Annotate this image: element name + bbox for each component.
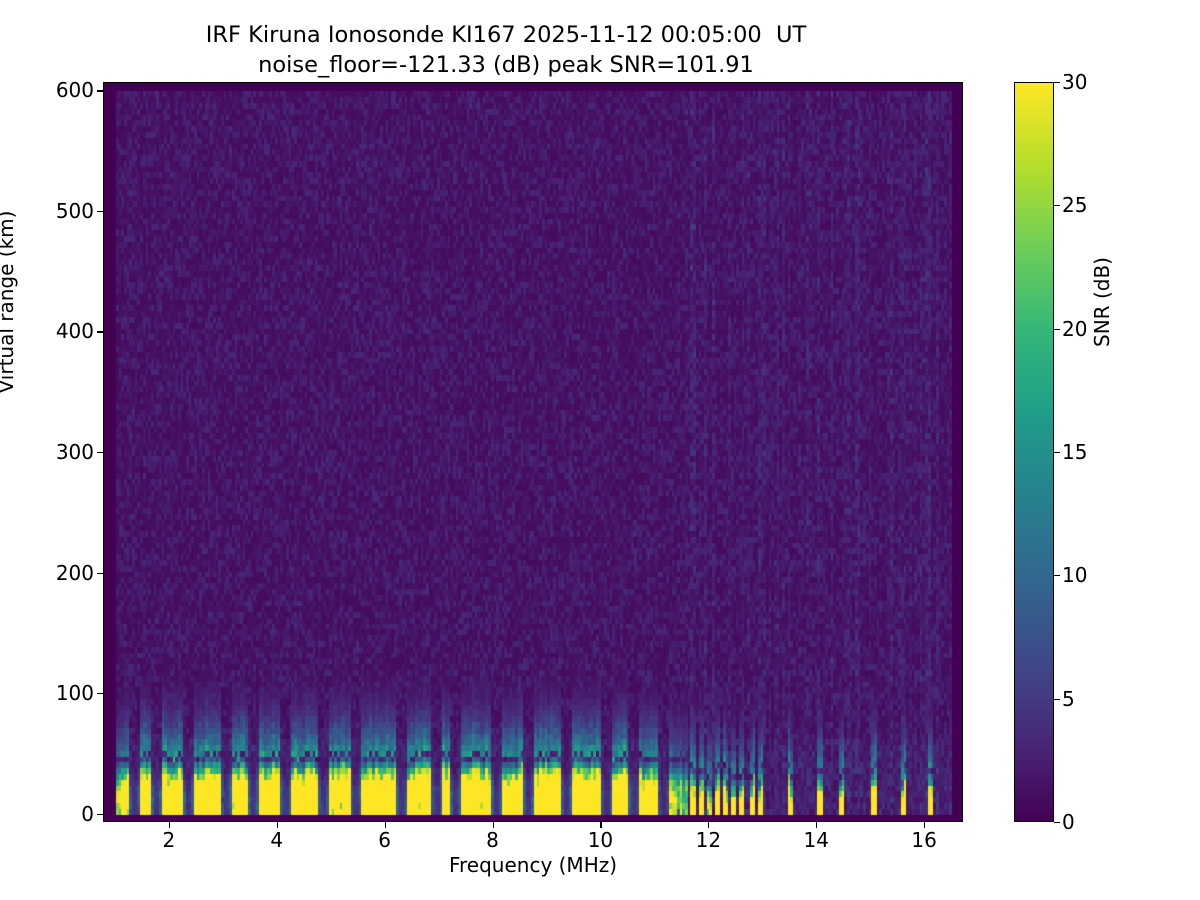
chart-title: IRF Kiruna Ionosonde KI167 2025-11-12 00…: [205, 22, 807, 48]
x-axis-tick-mark: [816, 822, 818, 828]
colorbar-gradient: [1015, 83, 1053, 821]
colorbar-tick-label: 10: [1062, 563, 1088, 588]
x-axis-tick-label: 16: [911, 828, 937, 852]
x-axis-tick-label: 10: [587, 828, 614, 852]
x-axis-tick-mark: [384, 822, 386, 828]
y-axis-tick-label: 100: [55, 681, 94, 706]
colorbar-tick-mark: [1054, 82, 1060, 84]
x-axis-tick-mark: [708, 822, 710, 828]
y-axis-tick-mark: [97, 90, 103, 92]
colorbar[interactable]: [1014, 82, 1054, 822]
x-axis-tick-mark: [924, 822, 926, 828]
chart-title-block: IRF Kiruna Ionosonde KI167 2025-11-12 00…: [0, 20, 1012, 80]
plot-area[interactable]: [103, 82, 963, 822]
y-axis-tick-mark: [97, 693, 103, 695]
colorbar-tick-mark: [1054, 822, 1060, 824]
colorbar-tick-mark: [1054, 205, 1060, 207]
x-axis-tick-mark: [492, 822, 494, 828]
colorbar-tick-label: 30: [1062, 70, 1088, 94]
y-axis-tick-mark: [97, 452, 103, 454]
y-axis-tick-label: 200: [55, 560, 94, 585]
x-axis-tick-label: 8: [486, 828, 499, 852]
y-axis-tick-label: 600: [55, 78, 94, 103]
y-axis-tick-label: 300: [55, 440, 94, 464]
y-axis-tick-mark: [97, 210, 103, 213]
colorbar-tick-mark: [1054, 328, 1060, 330]
colorbar-tick-label: 0: [1062, 810, 1075, 834]
y-axis-tick-mark: [97, 572, 103, 574]
x-axis-tick-label: 2: [162, 828, 176, 852]
y-axis-tick-label: 400: [55, 319, 94, 344]
ionogram-heatmap: [104, 83, 962, 821]
x-axis-tick-label: 12: [695, 828, 722, 852]
x-axis-tick-mark: [168, 822, 170, 828]
x-axis-tick-label: 4: [270, 828, 284, 852]
chart-subtitle: noise_floor=-121.33 (dB) peak SNR=101.91: [258, 52, 754, 78]
colorbar-tick-mark: [1054, 575, 1060, 577]
x-axis-tick-label: 14: [803, 828, 829, 852]
colorbar-tick-mark: [1054, 698, 1060, 700]
x-axis-tick-label: 6: [378, 828, 391, 852]
colorbar-tick-mark: [1054, 452, 1060, 454]
colorbar-tick-label: 25: [1062, 193, 1088, 218]
y-axis-tick-mark: [97, 331, 103, 333]
y-axis-tick-label: 0: [81, 801, 94, 826]
y-axis-tick-label: 500: [55, 198, 94, 223]
x-axis-tick-mark: [600, 822, 602, 828]
y-axis-tick-mark: [97, 813, 103, 815]
x-axis-label: Frequency (MHz): [448, 853, 618, 877]
colorbar-tick-label: 20: [1062, 316, 1088, 341]
x-axis-tick-mark: [276, 822, 278, 828]
colorbar-label: SNR (dB): [1090, 257, 1114, 347]
y-axis-label: Virtual range (km): [0, 210, 18, 394]
colorbar-tick-label: 15: [1062, 440, 1088, 464]
colorbar-tick-label: 5: [1062, 686, 1075, 711]
